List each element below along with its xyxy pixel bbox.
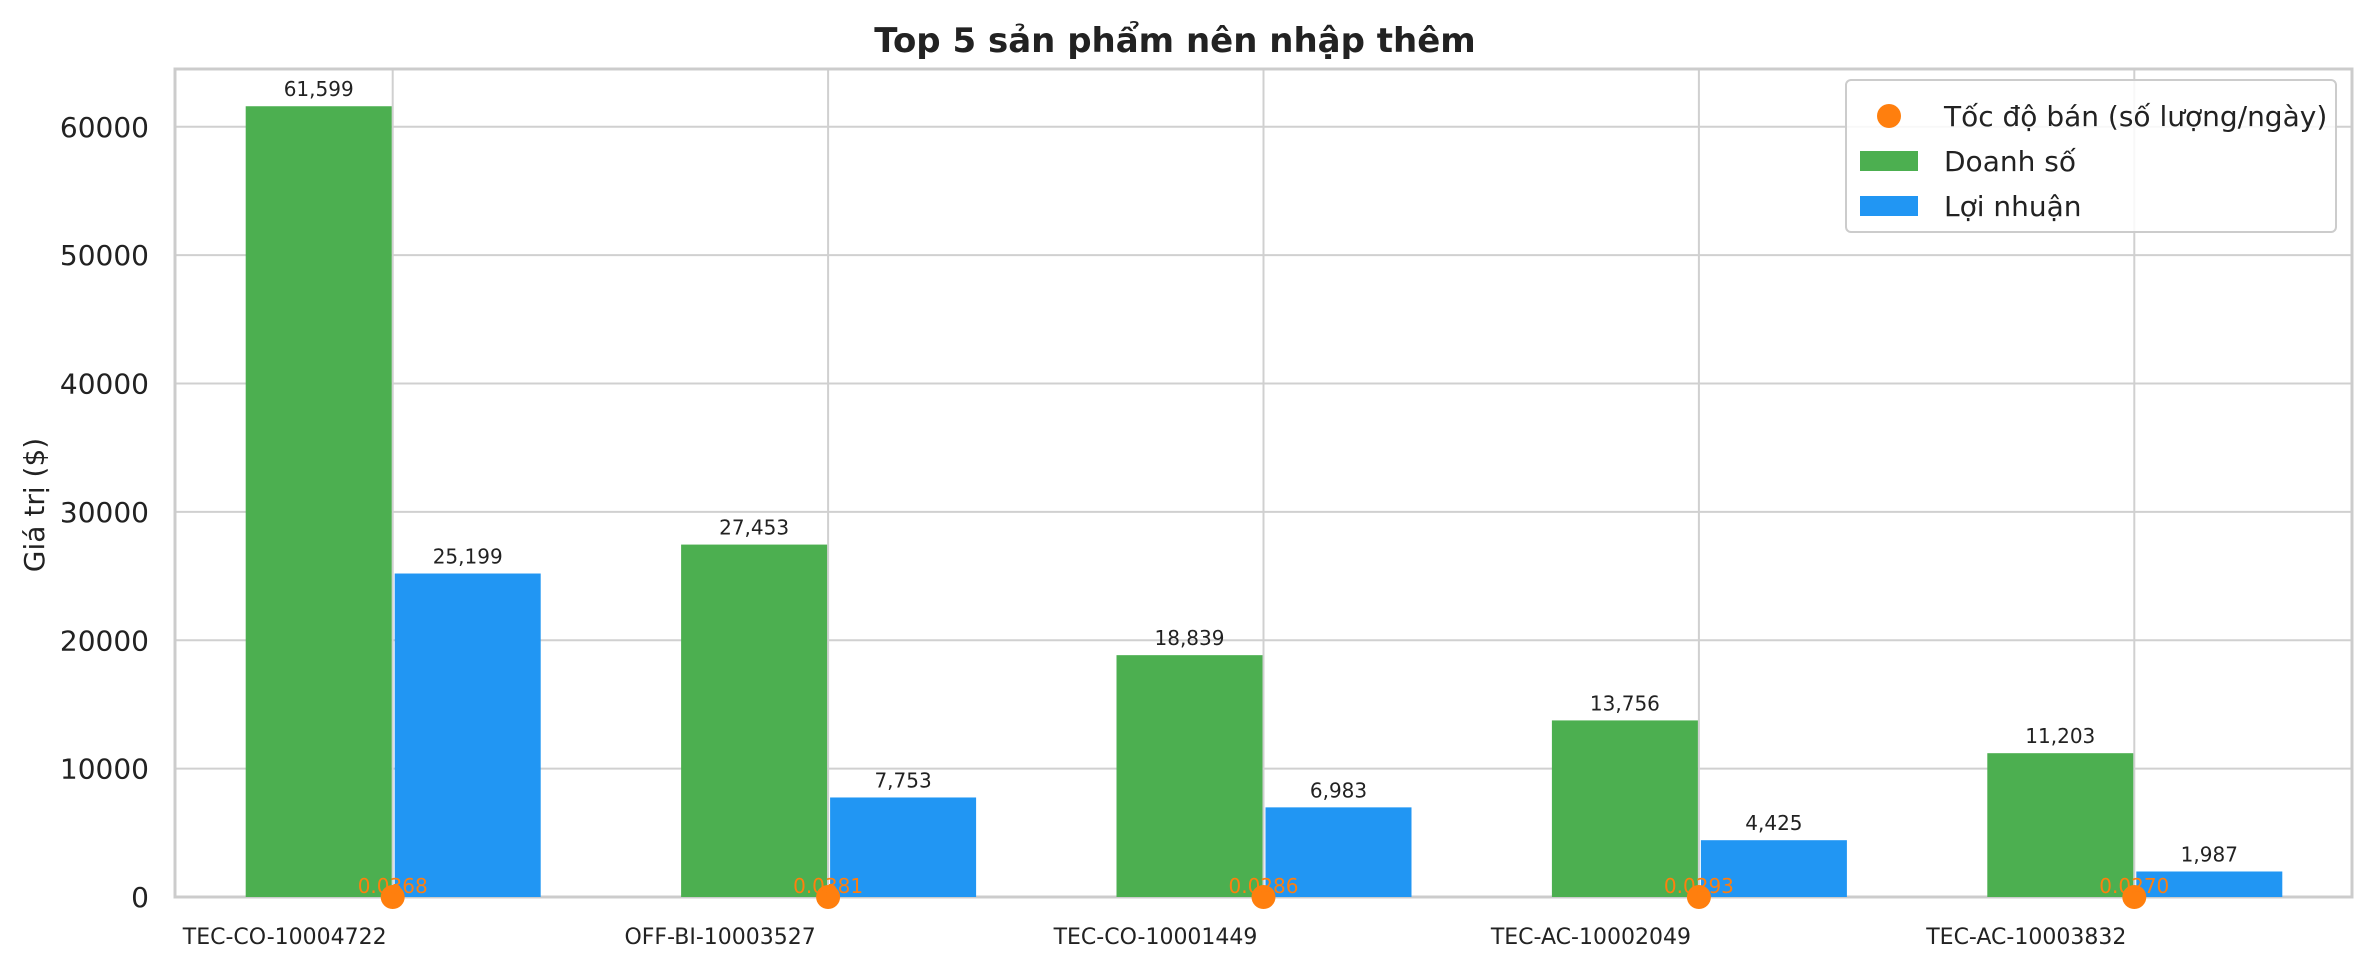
bar-value-label: 27,453	[719, 516, 789, 540]
speed-value-label: 0.0381	[793, 874, 863, 898]
bar-loi-nhuan	[1265, 807, 1412, 897]
legend-swatch	[1860, 151, 1918, 171]
speed-point	[2122, 884, 2147, 909]
labels-layer: 61,599 27,453 18,839 13,756 11,203 25,199 7,75…	[182, 77, 2238, 950]
x-tick-label: TEC-AC-10002049	[1490, 925, 1691, 950]
speed-point	[1251, 884, 1276, 909]
x-tick-label: TEC-CO-10001449	[1053, 925, 1258, 950]
bar-value-label: 4,425	[1745, 811, 1802, 835]
x-tick-label: TEC-AC-10003832	[1925, 925, 2126, 950]
bar-doanh-so	[1551, 720, 1698, 897]
y-tick-label: 30000	[60, 496, 149, 529]
legend-box	[1845, 79, 2337, 233]
bar-value-label: 61,599	[284, 77, 354, 101]
x-tick-label: OFF-BI-10003527	[624, 925, 815, 950]
grid-layer: 0 10000 20000 30000 40000 50000 60000	[60, 67, 2354, 914]
bars-layer	[245, 106, 2283, 898]
bar-loi-nhuan	[394, 573, 541, 897]
legend-marker-speed	[1877, 104, 1901, 128]
y-tick-label: 0	[131, 881, 149, 914]
legend-label: Tốc độ bán (số lượng/ngày)	[1943, 100, 2327, 133]
y-tick-label: 60000	[60, 111, 149, 144]
bar-doanh-so	[681, 544, 828, 897]
legend-label: Lợi nhuận	[1944, 190, 2082, 223]
speed-value-label: 0.0270	[2099, 874, 2169, 898]
y-axis-label: Giá trị ($)	[18, 438, 51, 572]
bar-value-label: 18,839	[1155, 626, 1225, 650]
speed-point	[380, 884, 405, 909]
speed-value-label: 0.0368	[358, 874, 428, 898]
y-tick-label: 50000	[60, 239, 149, 272]
speed-point	[1686, 884, 1711, 909]
bar-loi-nhuan	[1700, 840, 1847, 897]
x-tick-label: TEC-CO-10004722	[182, 925, 387, 950]
bar-doanh-so	[1987, 753, 2134, 897]
speed-value-label: 0.0293	[1664, 874, 1734, 898]
bar-value-label: 6,983	[1310, 778, 1367, 802]
bar-value-label: 11,203	[2025, 724, 2095, 748]
chart-title: Top 5 sản phẩm nên nhập thêm	[874, 20, 1475, 61]
y-tick-label: 20000	[60, 624, 149, 657]
speed-value-label: 0.0286	[1229, 874, 1299, 898]
legend: Tốc độ bán (số lượng/ngày) Doanh số Lợi nh…	[1845, 79, 2337, 233]
y-tick-label: 40000	[60, 368, 149, 401]
legend-swatch	[1860, 196, 1918, 216]
speed-point	[816, 884, 841, 909]
bar-value-label: 13,756	[1590, 691, 1660, 715]
legend-label: Doanh số	[1944, 145, 2076, 178]
bar-doanh-so	[245, 106, 392, 898]
bar-doanh-so	[1116, 655, 1263, 897]
bar-value-label: 25,199	[433, 545, 503, 569]
y-tick-label: 10000	[60, 753, 149, 786]
bar-loi-nhuan	[830, 797, 977, 897]
bar-value-label: 1,987	[2181, 842, 2238, 866]
bar-value-label: 7,753	[874, 768, 931, 792]
bar-loi-nhuan	[2136, 871, 2283, 897]
